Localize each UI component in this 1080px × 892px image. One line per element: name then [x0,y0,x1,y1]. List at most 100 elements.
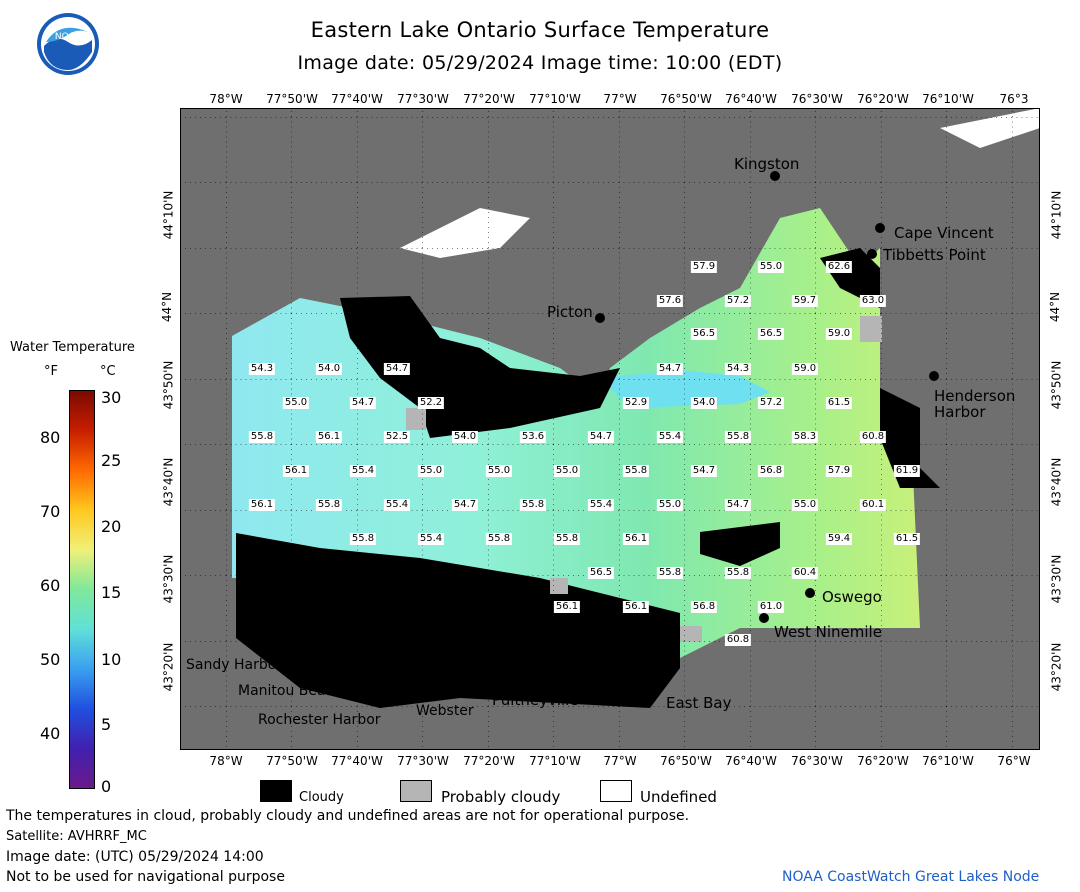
temp-label: 55.0 [656,499,684,511]
legend-unit-c: °C [100,364,116,379]
cape-vincent-marker [875,223,885,233]
lon-label: 76°20'W [857,754,909,768]
place-webster: Webster [416,703,474,719]
temp-label: 62.6 [825,261,853,273]
lon-label: 77°40'W [331,754,383,768]
temp-label: 54.7 [349,397,377,409]
temp-label: 55.0 [417,465,445,477]
temp-label: 54.7 [383,363,411,375]
temp-label: 55.0 [282,397,310,409]
scale-tick-c: 20 [101,517,122,536]
lat-label: 44°10'N [1049,190,1064,240]
temp-label: 56.5 [690,328,718,340]
lat-label: 43°40'N [161,457,176,507]
rochester-harbor-marker [375,698,385,708]
east-bay-marker [655,681,665,691]
temp-label: 56.1 [282,465,310,477]
lat-label: 44°N [1048,291,1063,323]
temp-label: 57.6 [656,295,684,307]
temp-label: 54.7 [724,499,752,511]
temp-label: 59.4 [825,533,853,545]
undefined-key-label: Undefined [640,788,717,806]
temp-label: 61.9 [893,465,921,477]
temp-label: 55.4 [417,533,445,545]
lat-label: 44°N [160,291,175,323]
west-ninemile-marker [759,613,769,623]
probably-cloudy-key-label: Probably cloudy [441,788,561,806]
lon-label: 76°40'W [725,754,777,768]
scale-tick-f: 40 [40,724,61,743]
temp-label: 56.1 [622,533,650,545]
lat-label: 43°50'N [161,360,176,410]
temp-label: 56.1 [315,431,343,443]
temp-label: 55.0 [791,499,819,511]
lat-label: 43°20'N [1049,642,1064,692]
temp-label: 56.8 [757,465,785,477]
place-tibbetts-point: Tibbetts Point [883,246,986,264]
lon-label: 76°50'W [660,92,712,106]
temp-label: 55.4 [587,499,615,511]
temp-label: 55.8 [622,465,650,477]
lon-label: 77°20'W [463,754,515,768]
credit-text: NOAA CoastWatch Great Lakes Node [782,869,1040,885]
place-picton: Picton [547,303,593,321]
henderson-harbor-marker [929,371,939,381]
image-date-time: Image date: 05/29/2024 Image time: 10:00… [297,52,783,74]
temp-label: 61.5 [893,533,921,545]
lon-label: 77°40'W [331,92,383,106]
lon-label: 77°W [603,754,637,768]
temp-label: 54.7 [451,499,479,511]
place-kingston: Kingston [734,155,800,173]
lon-label: 77°30'W [397,92,449,106]
place-west-ninemile: West Ninemile [774,623,882,641]
temp-label: 56.5 [587,567,615,579]
temp-label: 55.8 [349,533,377,545]
lon-label: 76°30'W [791,92,843,106]
svg-text:NOAA: NOAA [55,32,82,42]
satellite-text: Satellite: AVHRRF_MC [6,829,147,844]
scale-tick-c: 15 [101,583,122,602]
temp-label: 53.6 [519,431,547,443]
cloudy-key-label: Cloudy [299,790,344,805]
temp-label: 56.1 [553,601,581,613]
lat-label: 43°30'N [161,554,176,604]
temp-label: 55.4 [656,431,684,443]
temp-label: 55.8 [724,567,752,579]
temp-label: 54.3 [248,363,276,375]
lon-label: 77°50'W [266,754,318,768]
lat-label: 44°10'N [161,190,176,240]
noaa-logo: NOAA [36,12,100,76]
probably-cloudy-key-swatch [400,780,432,802]
scale-tick-f: 70 [40,502,61,521]
temp-label: 57.2 [757,397,785,409]
scale-tick-c: 10 [101,650,122,669]
lat-label: 43°40'N [1049,457,1064,507]
temp-label: 59.7 [791,295,819,307]
temp-label: 54.0 [315,363,343,375]
temp-label: 55.4 [383,499,411,511]
lon-label: 78°W [209,92,243,106]
temp-label: 59.0 [791,363,819,375]
temp-label: 57.2 [724,295,752,307]
temp-label: 56.8 [690,601,718,613]
sandy-harbour-marker [263,647,273,657]
map-border [180,108,1040,750]
place-cape-vincent: Cape Vincent [894,224,994,242]
lon-label: 76°50'W [660,754,712,768]
temp-label: 61.0 [757,601,785,613]
page-title: Eastern Lake Ontario Surface Temperature [310,18,770,42]
webster-marker [435,689,445,699]
temp-label: 55.0 [757,261,785,273]
temp-label: 56.5 [757,328,785,340]
place-harbor: Harbor [934,403,986,421]
lon-label: 78°W [209,754,243,768]
place-oswego: Oswego [822,588,882,606]
temp-label: 55.0 [553,465,581,477]
disclaimer-text: The temperatures in cloud, probably clou… [6,808,690,824]
lat-lon-grid [180,108,1040,750]
lon-label: 76°30'W [791,754,843,768]
temp-label: 55.8 [248,431,276,443]
temp-label: 60.4 [791,567,819,579]
lon-label: 77°30'W [397,754,449,768]
scale-tick-f: 60 [40,576,61,595]
